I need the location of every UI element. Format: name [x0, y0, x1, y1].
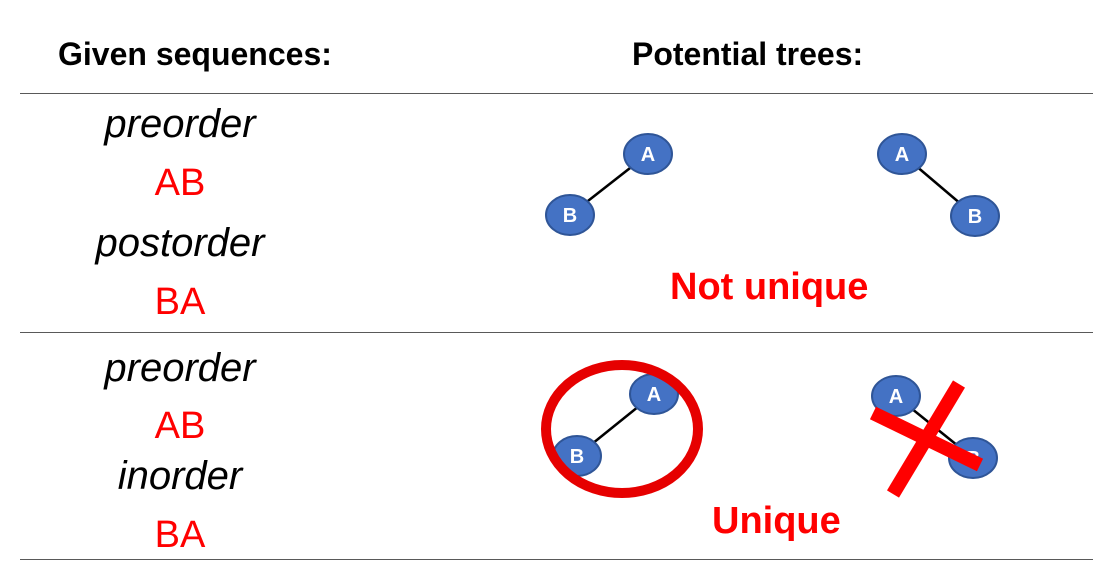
- tree-node-child: B: [545, 194, 595, 236]
- node-label: B: [570, 446, 584, 468]
- cross-out-icon: [869, 380, 984, 498]
- node-label: A: [641, 144, 655, 166]
- section2-seq2-label: inorder: [117, 454, 243, 498]
- tree-node-root: A: [623, 133, 673, 175]
- given-sequences-header: Given sequences:: [58, 36, 332, 72]
- potential-trees-header: Potential trees:: [632, 36, 864, 72]
- section1-seq2-label: postorder: [95, 221, 265, 265]
- section2-seq2-value: BA: [154, 514, 206, 556]
- section1-tree-right-child: A B: [877, 133, 1000, 237]
- tree-node-root: A: [871, 375, 921, 417]
- node-label: B: [968, 206, 982, 228]
- node-label: B: [563, 205, 577, 227]
- bottom-divider: [20, 559, 1093, 560]
- section-divider: [20, 332, 1093, 333]
- valid-circle-mark: [541, 360, 703, 498]
- node-label: A: [647, 384, 661, 406]
- tree-node-root: A: [877, 133, 927, 175]
- section2-tree-circled: A B: [541, 360, 703, 498]
- section2-tree-crossed-out: A B: [869, 375, 998, 498]
- section1-seq2-value: BA: [154, 281, 206, 323]
- section2-seq1-label: preorder: [104, 346, 256, 390]
- node-label: A: [895, 144, 909, 166]
- node-label: A: [889, 386, 903, 408]
- header-divider: [20, 93, 1093, 94]
- section1-verdict: Not unique: [670, 266, 869, 308]
- section1-seq1-label: preorder: [104, 102, 256, 146]
- section1-tree-left-child: A B: [545, 133, 673, 236]
- section2-seq1-value: AB: [154, 405, 206, 447]
- section1-seq1-value: AB: [154, 162, 206, 204]
- section2-verdict: Unique: [712, 500, 841, 542]
- tree-node-root: A: [629, 373, 679, 415]
- tree-node-child: B: [950, 195, 1000, 237]
